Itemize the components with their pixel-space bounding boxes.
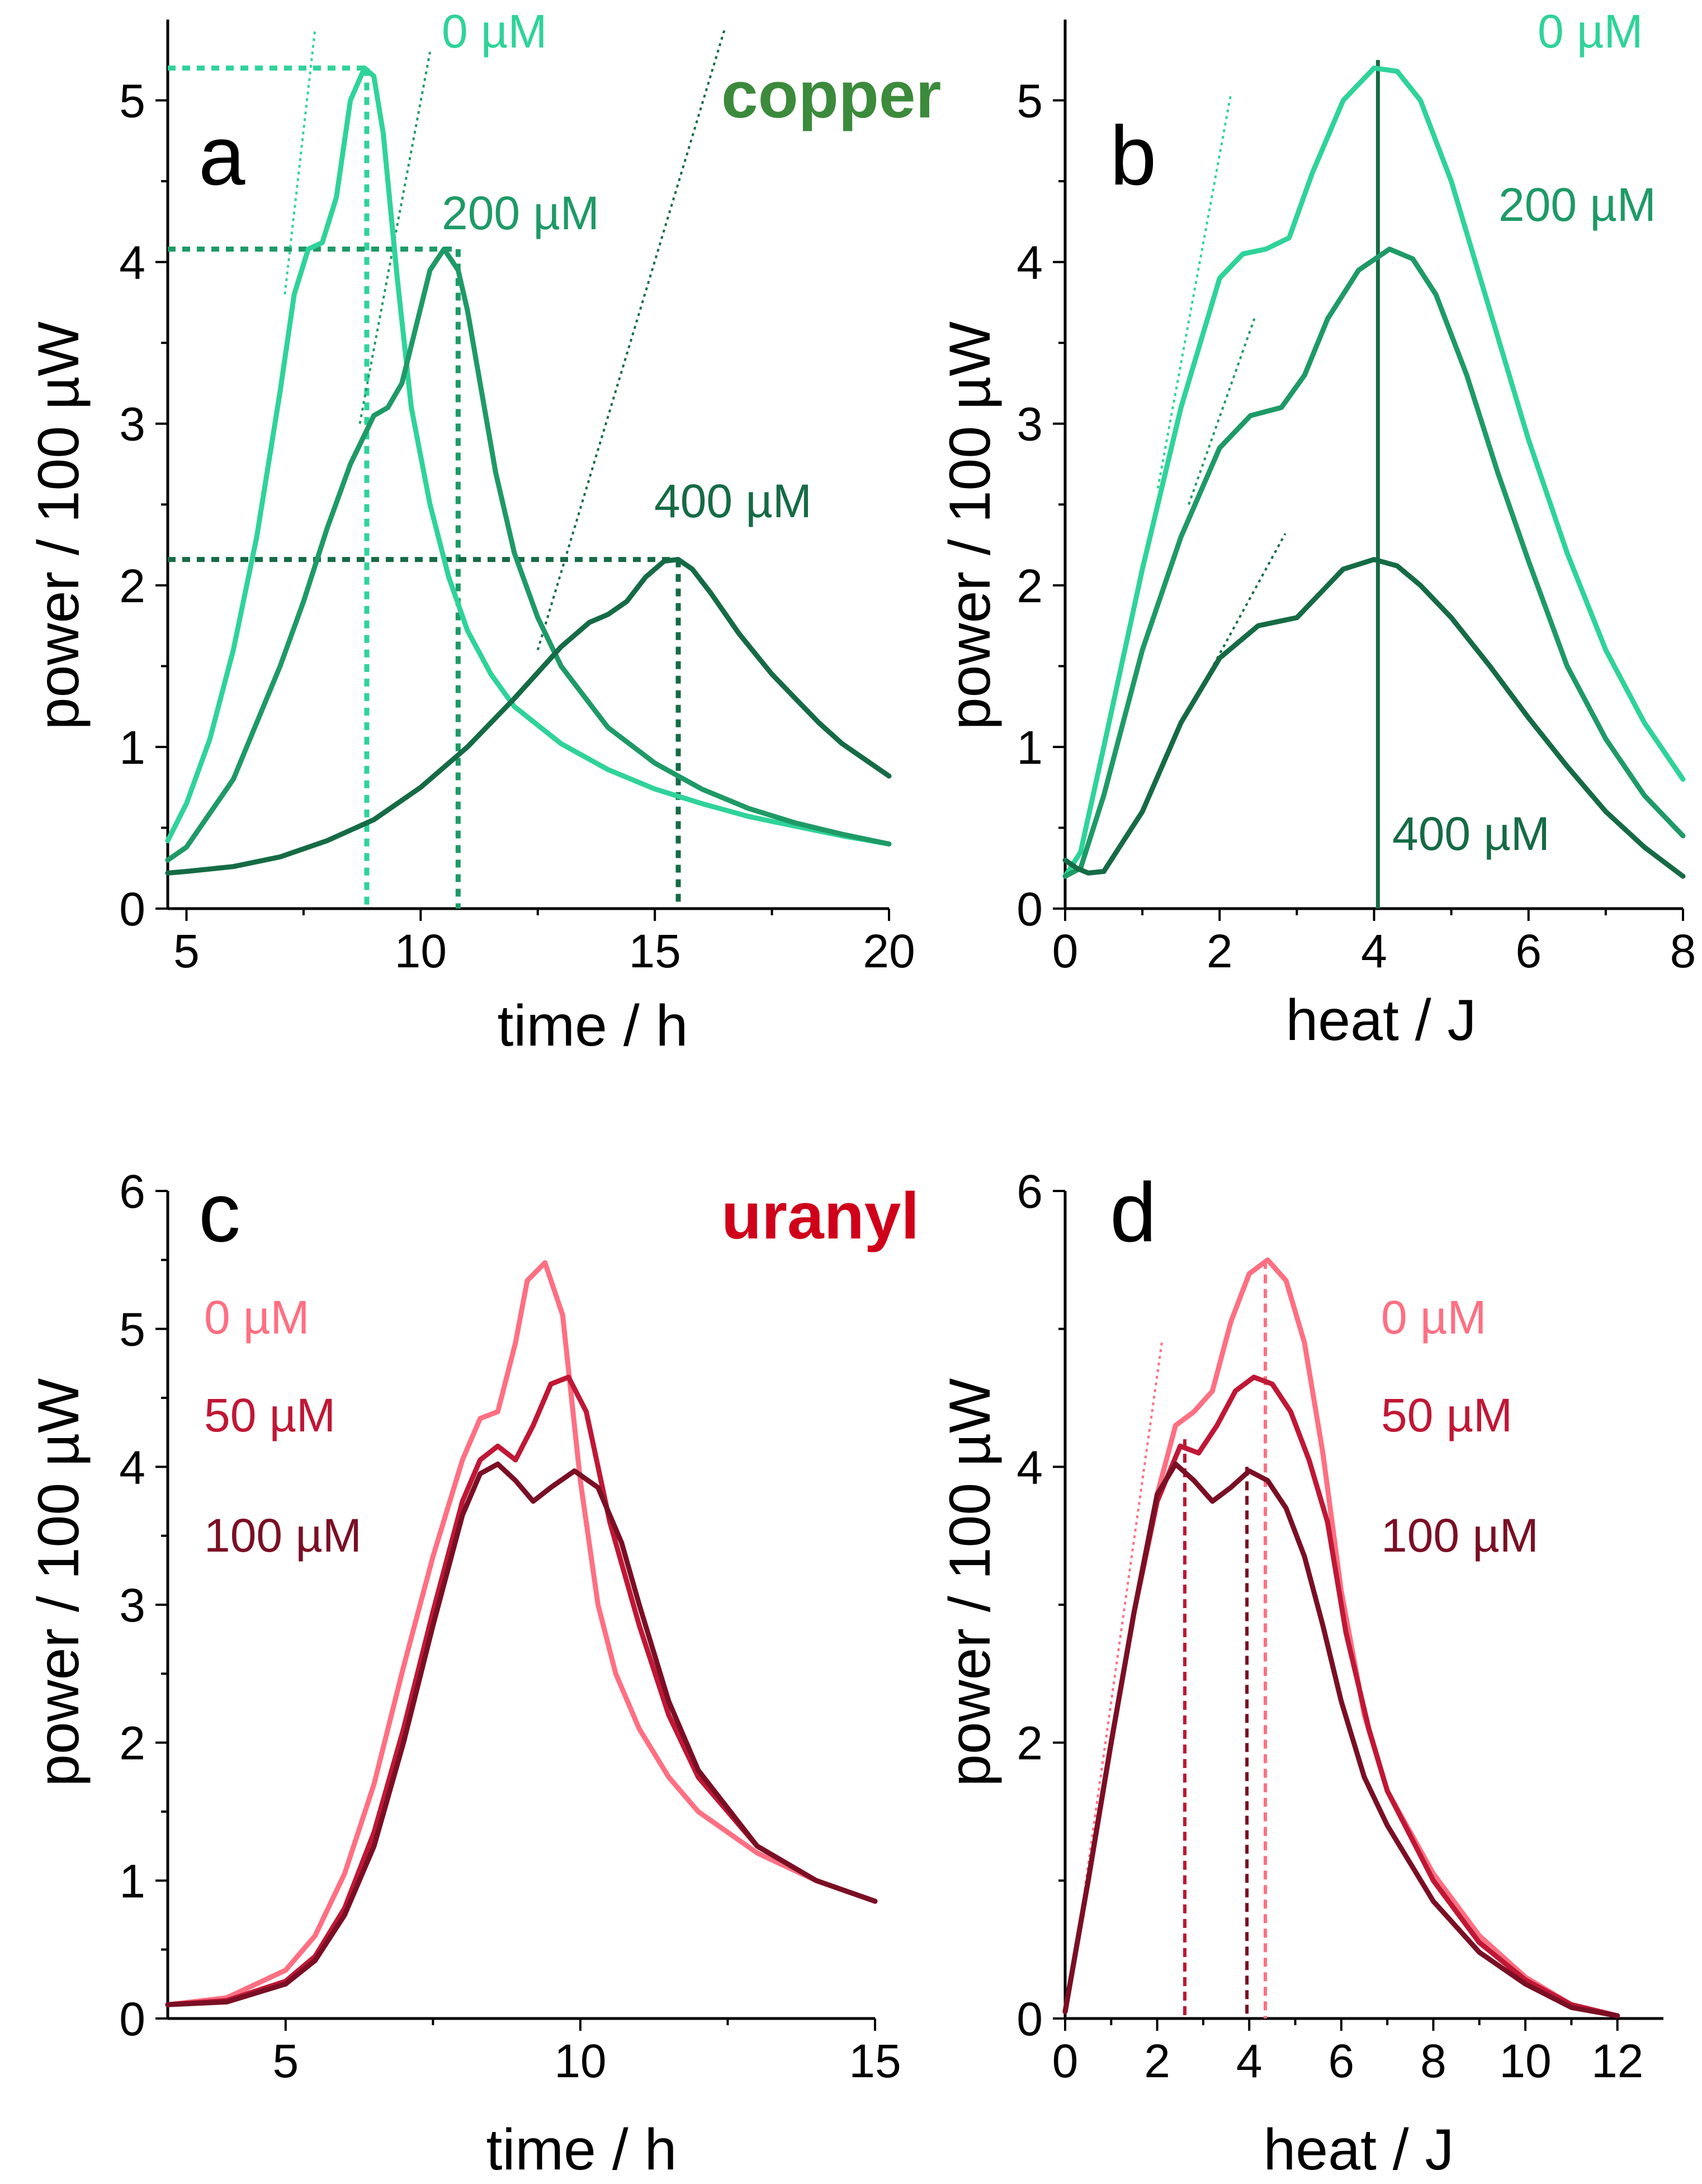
tangent-a-2: [536, 27, 726, 651]
panel-a-letter: a: [198, 108, 245, 202]
y-tick-label-c-3: 3: [119, 1579, 145, 1632]
x-axis-label-d: heat / J: [1263, 2117, 1454, 2182]
series-line-c-0: [165, 1260, 878, 2007]
legend-a-200uM: 200 µM: [442, 187, 599, 239]
plot-area-b: 0 2 4 6 8 0 1 2 3 4 5: [1017, 20, 1696, 977]
y-tick-label-a-1: 1: [119, 721, 145, 774]
y-tick-label-b-1: 1: [1017, 721, 1043, 774]
copper-label: copper: [721, 58, 941, 132]
x-tick-label-d-12: 12: [1591, 2035, 1643, 2087]
y-tick-label-d-2: 2: [1017, 1717, 1043, 1770]
series-line-a-0: [165, 65, 892, 847]
x-tick-label-b-0: 0: [1052, 925, 1079, 977]
x-tick-label-c-5: 5: [272, 2035, 299, 2087]
y-tick-label-b-3: 3: [1017, 398, 1043, 451]
legend-c-0uM: 0 µM: [204, 1291, 309, 1344]
x-tick-label-b-4: 4: [1361, 925, 1387, 977]
y-tick-label-d-0: 0: [1017, 1993, 1043, 2045]
x-tick-label-a-20: 20: [863, 925, 915, 977]
y-tick-label-c-5: 5: [119, 1303, 145, 1356]
y-tick-label-c-2: 2: [119, 1717, 145, 1770]
y-tick-label-c-6: 6: [119, 1165, 145, 1218]
x-tick-label-c-15: 15: [849, 2035, 901, 2087]
series-line-c-1: [165, 1374, 878, 2007]
series-line-b-2: [1062, 557, 1686, 879]
y-tick-label-c-4: 4: [119, 1441, 145, 1493]
legend-b-400uM: 400 µM: [1392, 807, 1550, 860]
x-tick-label-d-2: 2: [1144, 2035, 1170, 2087]
x-axis-label-c: time / h: [486, 2117, 677, 2182]
uranyl-label: uranyl: [721, 1179, 919, 1253]
tangent-b-0: [1156, 92, 1232, 489]
legend-d-100uM: 100 µM: [1381, 1509, 1539, 1562]
x-tick-label-a-10: 10: [395, 925, 447, 977]
y-tick-label-a-5: 5: [119, 75, 145, 127]
y-tick-label-a-4: 4: [119, 237, 145, 289]
y-tick-label-c-1: 1: [119, 1855, 145, 1907]
x-tick-label-c-10: 10: [554, 2035, 606, 2087]
y-tick-label-b-4: 4: [1017, 237, 1043, 289]
y-axis-label-b: power / 100 µW: [938, 322, 1003, 730]
x-tick-label-a-15: 15: [628, 925, 680, 977]
legend-c-50uM: 50 µM: [204, 1389, 335, 1441]
y-tick-label-d-4: 4: [1017, 1441, 1043, 1493]
panel-c-letter: c: [198, 1165, 240, 1259]
x-tick-label-b-2: 2: [1207, 925, 1233, 977]
legend-d-0uM: 0 µM: [1381, 1291, 1486, 1344]
x-tick-label-d-6: 6: [1328, 2035, 1354, 2087]
x-tick-label-a-5: 5: [173, 925, 200, 977]
x-tick-label-d-8: 8: [1420, 2035, 1446, 2087]
y-axis-label-a: power / 100 µW: [26, 322, 91, 730]
plot-area-d: 0 2 4 6 8 10 12 0 2 4 6: [1017, 1165, 1663, 2087]
panel-a: 5 10 15 20 0 1 2 3 4 5 a 0 µM 200 µM 400 µM coppe…: [26, 5, 941, 1058]
x-axis-label-b: heat / J: [1285, 988, 1476, 1053]
panel-d: 0 2 4 6 8 10 12 0 2 4 6 d 0 µM 50 µM 100 µM heat /…: [938, 1165, 1663, 2182]
series-line-a-2: [165, 557, 892, 876]
x-tick-label-d-0: 0: [1052, 2035, 1079, 2087]
y-tick-label-b-0: 0: [1017, 883, 1043, 935]
y-tick-label-b-2: 2: [1017, 560, 1043, 612]
plot-area-c: 5 10 15 0 1 2 3 4 5 6: [119, 1165, 901, 2087]
y-tick-label-a-2: 2: [119, 560, 145, 612]
plot-area-a: 5 10 15 20 0 1 2 3 4 5: [119, 20, 915, 977]
panel-b-letter: b: [1110, 108, 1156, 202]
series-line-c-2: [165, 1461, 878, 2007]
series-line-a-1: [165, 247, 892, 863]
series-line-d-2: [1062, 1461, 1620, 2018]
legend-d-50uM: 50 µM: [1381, 1389, 1512, 1441]
panel-d-letter: d: [1110, 1165, 1156, 1259]
legend-c-100uM: 100 µM: [204, 1509, 362, 1562]
y-axis-label-d: power / 100 µW: [938, 1378, 1003, 1786]
x-axis-label-a: time / h: [498, 994, 688, 1058]
series-line-b-0: [1062, 65, 1686, 879]
x-tick-label-d-10: 10: [1499, 2035, 1551, 2087]
x-tick-label-d-4: 4: [1236, 2035, 1263, 2087]
y-tick-label-c-0: 0: [119, 1993, 145, 2045]
legend-a-0uM: 0 µM: [442, 5, 547, 58]
series-line-b-1: [1062, 247, 1686, 879]
y-tick-label-b-5: 5: [1017, 75, 1043, 127]
y-tick-label-a-0: 0: [119, 883, 145, 935]
panel-b: 0 2 4 6 8 0 1 2 3 4 5 b 0 µM 200 µM 400 µM heat / …: [938, 5, 1696, 1053]
y-tick-label-a-3: 3: [119, 398, 145, 451]
series-line-d-0: [1062, 1257, 1620, 2018]
y-tick-label-d-6: 6: [1017, 1165, 1043, 1218]
x-tick-label-b-6: 6: [1515, 925, 1542, 977]
legend-a-400uM: 400 µM: [654, 475, 812, 527]
tangent-a-0: [283, 27, 316, 295]
x-tick-label-b-8: 8: [1670, 925, 1696, 977]
legend-b-0uM: 0 µM: [1538, 5, 1643, 58]
legend-b-200uM: 200 µM: [1498, 178, 1656, 231]
y-axis-label-c: power / 100 µW: [26, 1378, 91, 1786]
